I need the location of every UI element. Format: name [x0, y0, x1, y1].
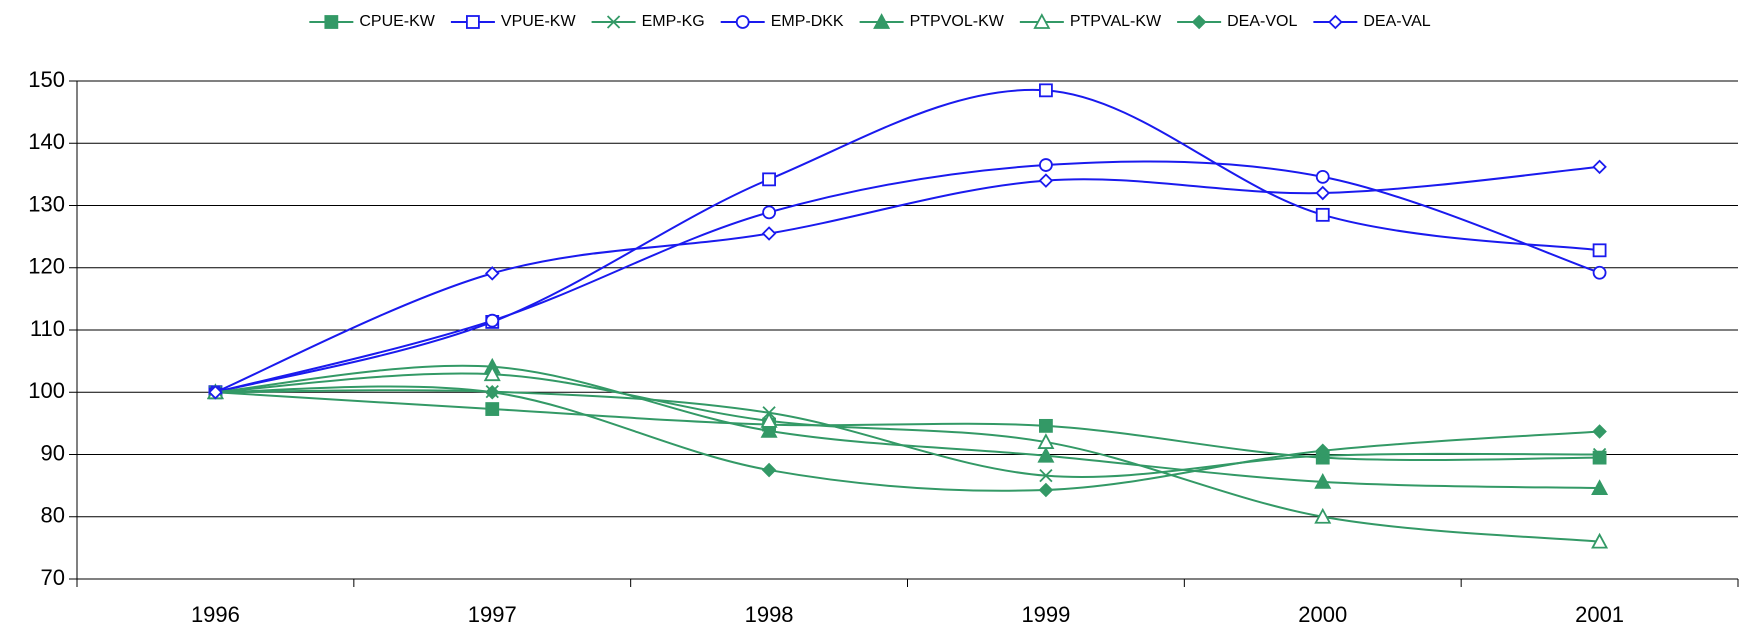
series-line [215, 160, 1600, 394]
data-point [1314, 472, 1332, 489]
x-tick-label: 2000 [1298, 602, 1347, 627]
data-point [484, 266, 500, 281]
data-point [1314, 507, 1332, 524]
data-point [1315, 207, 1330, 222]
data-point [484, 384, 500, 400]
data-point [1592, 424, 1607, 439]
legend-label: VPUE-KW [501, 13, 577, 30]
data-point [761, 226, 777, 241]
data-point [1315, 169, 1330, 184]
data-point [208, 384, 223, 400]
legend-marker [873, 13, 891, 29]
x-tick-label: 1998 [745, 602, 794, 627]
series-line [215, 165, 1600, 394]
data-point [485, 313, 500, 328]
y-tick-label: 130 [28, 191, 65, 216]
data-point [1592, 243, 1607, 258]
series-line [215, 372, 1600, 543]
data-point [1039, 469, 1053, 483]
y-tick-label: 140 [28, 129, 65, 154]
legend-marker [1328, 14, 1343, 30]
x-tick-label: 1996 [191, 602, 240, 627]
legend-label: EMP-DKK [771, 13, 844, 30]
data-point [1592, 159, 1607, 175]
data-point [761, 462, 777, 478]
data-point [1038, 173, 1054, 188]
data-point [1037, 446, 1055, 463]
data-point [1315, 185, 1331, 201]
series-line [215, 391, 1600, 461]
legend-marker [324, 15, 339, 29]
series-line [215, 385, 1600, 492]
legend-label: EMP-KG [642, 13, 705, 30]
data-point [1037, 433, 1055, 449]
data-point [1591, 532, 1609, 549]
legend-label: DEA-VOL [1227, 13, 1297, 30]
data-point [485, 402, 500, 416]
data-point [760, 421, 778, 438]
y-tick-label: 110 [30, 316, 65, 341]
series-line [215, 364, 1600, 490]
x-tick-label: 2001 [1575, 602, 1624, 627]
data-point [1039, 83, 1053, 98]
legend-marker [1033, 13, 1051, 29]
legend-label: DEA-VAL [1363, 13, 1430, 30]
data-point [760, 411, 778, 428]
y-tick-label: 150 [28, 67, 65, 92]
legend-marker [735, 15, 750, 29]
legend-marker [466, 15, 480, 29]
legend-label: CPUE-KW [359, 13, 435, 30]
y-tick-label: 70 [41, 565, 65, 590]
x-tick-label: 1997 [468, 602, 517, 627]
data-point [1315, 443, 1331, 459]
x-tick-label: 1999 [1021, 602, 1070, 627]
y-tick-label: 120 [28, 254, 65, 279]
data-point [1592, 265, 1607, 280]
data-point [483, 365, 501, 382]
y-tick-label: 100 [28, 378, 65, 403]
legend-label: PTPVOL-KW [910, 13, 1005, 30]
data-point [1591, 479, 1609, 496]
data-point [1039, 158, 1053, 172]
data-point [762, 172, 776, 187]
y-tick-label: 90 [41, 440, 65, 465]
legend-label: PTPVAL-KW [1070, 13, 1162, 30]
legend: CPUE-KW VPUE-KW EMP-KG EMP-DKK PTPVOL-KW PTPV… [309, 13, 1431, 30]
data-point [762, 205, 776, 220]
legend-marker [606, 15, 621, 29]
y-tick-label: 80 [41, 503, 65, 528]
data-point [1039, 418, 1053, 433]
data-point [1038, 482, 1054, 498]
legend-marker [1191, 14, 1207, 30]
data-point [1592, 447, 1607, 462]
series-line [215, 389, 1600, 478]
series-line [215, 88, 1600, 394]
